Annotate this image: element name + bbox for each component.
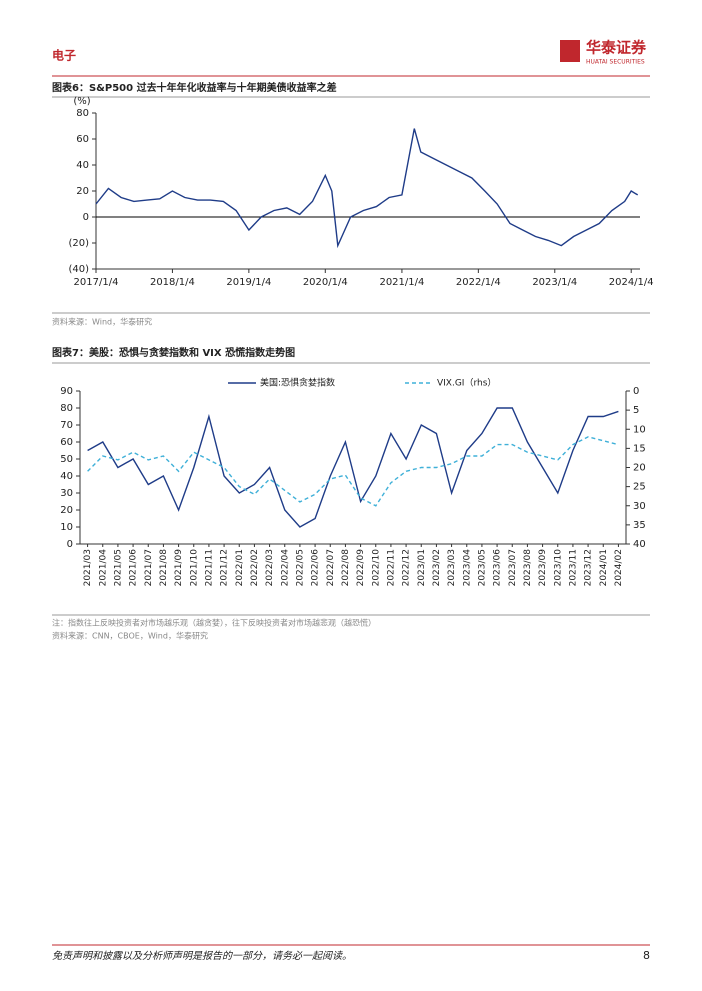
x-tick-label: 2023/11	[568, 549, 578, 586]
x-tick-label: 2023/03	[447, 549, 457, 586]
x-tick-label: 2023/01	[417, 549, 427, 586]
x-tick-label: 2022/06	[311, 549, 321, 587]
x-tick-label: 2023/10	[553, 549, 563, 587]
note: 注：指数往上反映投资者对市场越乐观（越贪婪），往下反映投资者对市场越悲观（越恐慌…	[52, 618, 376, 628]
y2-tick-label: 5	[633, 405, 639, 416]
y-tick-label: 60	[60, 437, 73, 448]
source: 资料来源：CNN，CBOE，Wind，华泰研究	[52, 631, 208, 641]
x-tick-label: 2019/1/4	[226, 277, 271, 288]
x-tick-label: 2022/10	[371, 549, 381, 587]
page-number: 8	[643, 949, 650, 962]
figure-title: 图表7：美股：恐惧与贪婪指数和 VIX 恐慌指数走势图	[52, 346, 295, 359]
brand-en: HUATAI SECURITIES	[586, 59, 645, 66]
x-tick-label: 2022/02	[250, 549, 260, 586]
y-tick-label: 80	[76, 108, 89, 119]
x-tick-label: 2023/08	[523, 549, 533, 587]
x-tick-label: 2023/07	[508, 549, 518, 586]
x-tick-label: 2024/02	[614, 549, 624, 586]
x-tick-label: 2022/04	[280, 549, 290, 587]
y-tick-label: (40)	[68, 264, 89, 275]
x-tick-label: 2022/05	[295, 549, 305, 586]
y2-tick-label: 15	[633, 443, 646, 454]
legend-label: VIX.GI（rhs）	[437, 378, 496, 389]
y2-tick-label: 20	[633, 463, 646, 474]
x-tick-label: 2021/11	[204, 549, 214, 586]
x-tick-label: 2023/12	[584, 549, 594, 586]
y2-tick-label: 40	[633, 539, 646, 550]
x-tick-label: 2018/1/4	[150, 277, 195, 288]
y2-tick-label: 25	[633, 482, 646, 493]
y2-tick-label: 0	[633, 386, 639, 397]
x-tick-label: 2021/07	[144, 549, 154, 586]
x-tick-label: 2021/1/4	[379, 277, 424, 288]
x-tick-label: 2023/1/4	[532, 277, 577, 288]
x-tick-label: 2021/08	[159, 549, 169, 587]
x-tick-label: 2022/1/4	[456, 277, 501, 288]
y-tick-label: 80	[60, 403, 73, 414]
x-tick-label: 2023/06	[493, 549, 503, 587]
x-tick-label: 2021/03	[83, 549, 93, 586]
x-tick-label: 2017/1/4	[74, 277, 119, 288]
x-tick-label: 2021/09	[174, 549, 184, 587]
x-tick-label: 2021/05	[113, 549, 123, 586]
y-tick-label: 50	[60, 454, 73, 465]
x-tick-label: 2021/06	[129, 549, 139, 587]
x-tick-label: 2022/09	[356, 549, 366, 587]
disclaimer: 免责声明和披露以及分析师声明是报告的一部分，请务必一起阅读。	[52, 950, 352, 962]
x-tick-label: 2020/1/4	[303, 277, 348, 288]
x-tick-label: 2024/1/4	[609, 277, 654, 288]
x-tick-label: 2022/03	[265, 549, 275, 586]
y2-tick-label: 35	[633, 520, 646, 531]
y-tick-label: 20	[76, 186, 89, 197]
data-line	[95, 128, 639, 249]
data-line	[87, 407, 619, 528]
y-axis-label: (%)	[73, 96, 90, 107]
y-tick-label: 20	[60, 505, 73, 516]
x-tick-label: 2022/11	[386, 549, 396, 586]
y-tick-label: 60	[76, 134, 89, 145]
x-tick-label: 2023/05	[477, 549, 487, 586]
y-tick-label: 90	[60, 386, 73, 397]
y2-tick-label: 30	[633, 501, 646, 512]
source: 资料来源：Wind，华泰研究	[52, 317, 152, 327]
x-tick-label: 2021/04	[98, 549, 108, 587]
y-tick-label: 70	[60, 420, 73, 431]
x-tick-label: 2022/12	[402, 549, 412, 586]
x-tick-label: 2023/02	[432, 549, 442, 586]
y-tick-label: 40	[60, 471, 73, 482]
y-tick-label: 40	[76, 160, 89, 171]
logo-icon	[560, 40, 580, 62]
brand: 华泰证券	[586, 39, 647, 57]
x-tick-label: 2023/04	[462, 549, 472, 587]
y-tick-label: 0	[67, 539, 73, 550]
legend-label: 美国:恐惧贪婪指数	[260, 377, 335, 389]
y-tick-label: 10	[60, 522, 73, 533]
x-tick-label: 2024/01	[599, 549, 609, 586]
y-tick-label: 30	[60, 488, 73, 499]
x-tick-label: 2022/01	[235, 549, 245, 586]
section: 电子	[52, 48, 76, 63]
figure-title: 图表6：S&P500 过去十年年化收益率与十年期美债收益率之差	[52, 81, 337, 94]
x-tick-label: 2021/10	[189, 549, 199, 587]
x-tick-label: 2022/07	[326, 549, 336, 586]
x-tick-label: 2022/08	[341, 549, 351, 587]
y-tick-label: (20)	[68, 238, 89, 249]
x-tick-label: 2023/09	[538, 549, 548, 587]
y-tick-label: 0	[83, 212, 89, 223]
y2-tick-label: 10	[633, 424, 646, 435]
x-tick-label: 2021/12	[220, 549, 230, 586]
